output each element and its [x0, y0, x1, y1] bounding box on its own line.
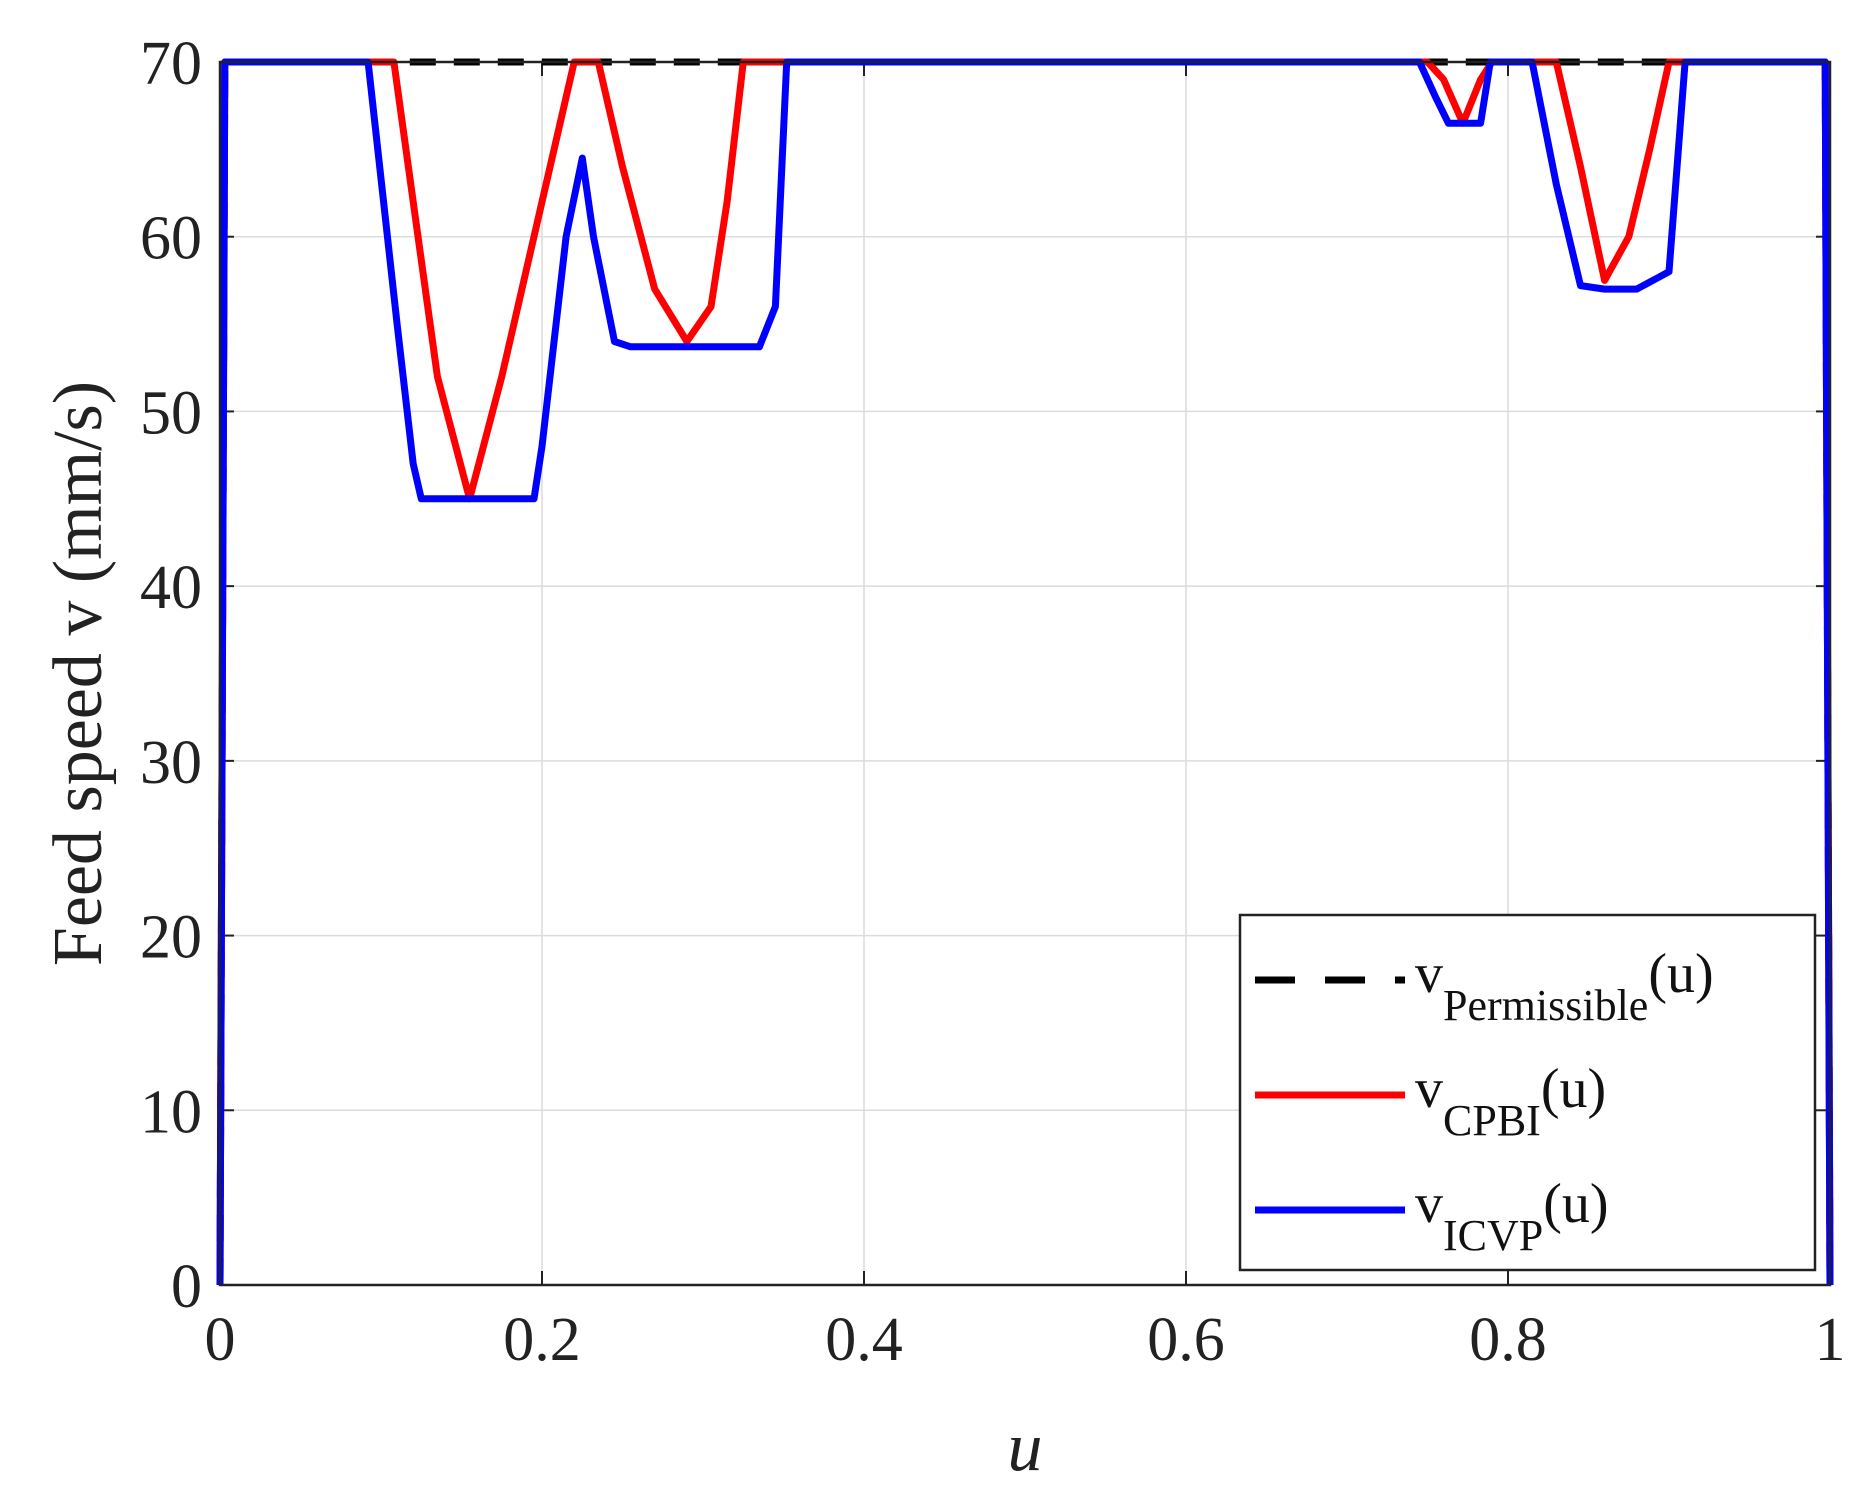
- series-line-cpbi: [216, 58, 1834, 1286]
- series-layer: [216, 58, 1834, 1286]
- y-axis-label: Feed speed v (mm/s): [40, 381, 117, 966]
- x-tick-label: 0: [205, 1306, 236, 1374]
- x-tick-label: 0.8: [1469, 1306, 1547, 1374]
- legend-label-subscript: Permissible: [1443, 981, 1648, 1030]
- y-tick-label: 20: [140, 904, 202, 972]
- y-tick-label: 30: [140, 729, 202, 797]
- x-axis-label: u: [1008, 1409, 1043, 1486]
- legend-label-tail: (u): [1541, 1058, 1606, 1120]
- y-tick-label: 60: [140, 205, 202, 273]
- y-tick-label: 0: [171, 1253, 202, 1321]
- y-tick-label: 40: [140, 554, 202, 622]
- legend-label-icvp: vICVP(u): [1415, 1173, 1609, 1260]
- legend-label-cpbi: vCPBI(u): [1415, 1058, 1606, 1145]
- legend-label-main: v: [1415, 1058, 1443, 1120]
- y-tick-label: 10: [140, 1078, 202, 1146]
- legend-label-main: v: [1415, 943, 1443, 1005]
- x-tick-label: 1: [1815, 1306, 1846, 1374]
- legend-label-main: v: [1415, 1173, 1443, 1235]
- legend-label-tail: (u): [1648, 943, 1713, 1005]
- legend-label-subscript: ICVP: [1443, 1211, 1543, 1260]
- legend: vPermissible(u)vCPBI(u)vICVP(u): [1238, 913, 1817, 1272]
- legend-label-tail: (u): [1543, 1173, 1608, 1235]
- x-tick-label: 0.6: [1147, 1306, 1225, 1374]
- legend-label-permissible: vPermissible(u): [1415, 943, 1714, 1030]
- series-line-icvp: [216, 58, 1834, 1286]
- y-tick-label: 70: [140, 30, 202, 98]
- plot-frame: [218, 60, 1832, 1287]
- legend-label-subscript: CPBI: [1443, 1096, 1541, 1145]
- x-tick-label: 0.2: [503, 1306, 581, 1374]
- x-tick-label: 0.4: [825, 1306, 903, 1374]
- y-tick-label: 50: [140, 379, 202, 447]
